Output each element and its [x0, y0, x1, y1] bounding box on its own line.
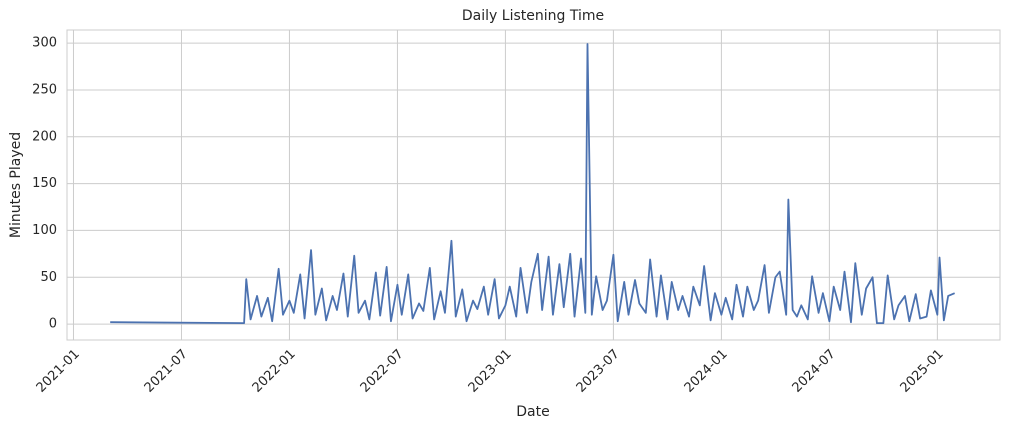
x-axis-label: Date: [516, 404, 549, 420]
chart-title: Daily Listening Time: [462, 8, 604, 24]
y-tick-label: 200: [32, 129, 57, 144]
x-tick-label: 2024-07: [790, 347, 839, 396]
x-tick-label: 2023-07: [574, 347, 623, 396]
x-tick-label: 2023-01: [466, 347, 515, 396]
y-tick-label: 50: [40, 270, 57, 285]
x-tick-label: 2025-01: [898, 347, 947, 396]
y-tick-label: 0: [49, 317, 57, 332]
x-tick-label: 2021-07: [142, 347, 191, 396]
x-tick-label: 2021-01: [34, 347, 83, 396]
y-tick-label: 300: [32, 36, 57, 51]
x-tick-label: 2022-07: [358, 347, 407, 396]
y-tick-label: 250: [32, 82, 57, 97]
y-tick-label: 100: [32, 223, 57, 238]
line: [110, 43, 956, 325]
x-tick-label: 2024-01: [682, 347, 731, 396]
y-tick-label: 150: [32, 176, 57, 191]
y-axis-label: Minutes Played: [8, 132, 24, 238]
plot-frame: [66, 29, 1001, 341]
x-tick-label: 2022-01: [250, 347, 299, 396]
